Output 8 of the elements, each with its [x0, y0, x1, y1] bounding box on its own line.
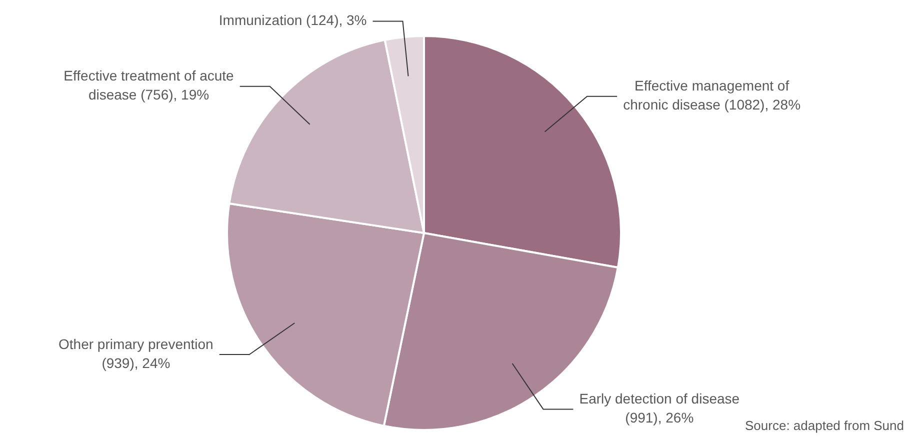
slice-label: Early detection of disease [579, 390, 740, 407]
source-note: Source: adapted from Sund [745, 418, 904, 433]
slice-label: Other primary prevention [58, 336, 214, 352]
data-label: (939), 24% [102, 354, 170, 371]
data-label: (991), 26% [625, 410, 694, 426]
slice-label: Immunization (124), 3% [218, 12, 367, 28]
slice-label: Effective treatment of acute disease (756), 19% [64, 68, 234, 103]
slice-label: Effective management of chronic disease (1082), 28% [623, 78, 801, 113]
